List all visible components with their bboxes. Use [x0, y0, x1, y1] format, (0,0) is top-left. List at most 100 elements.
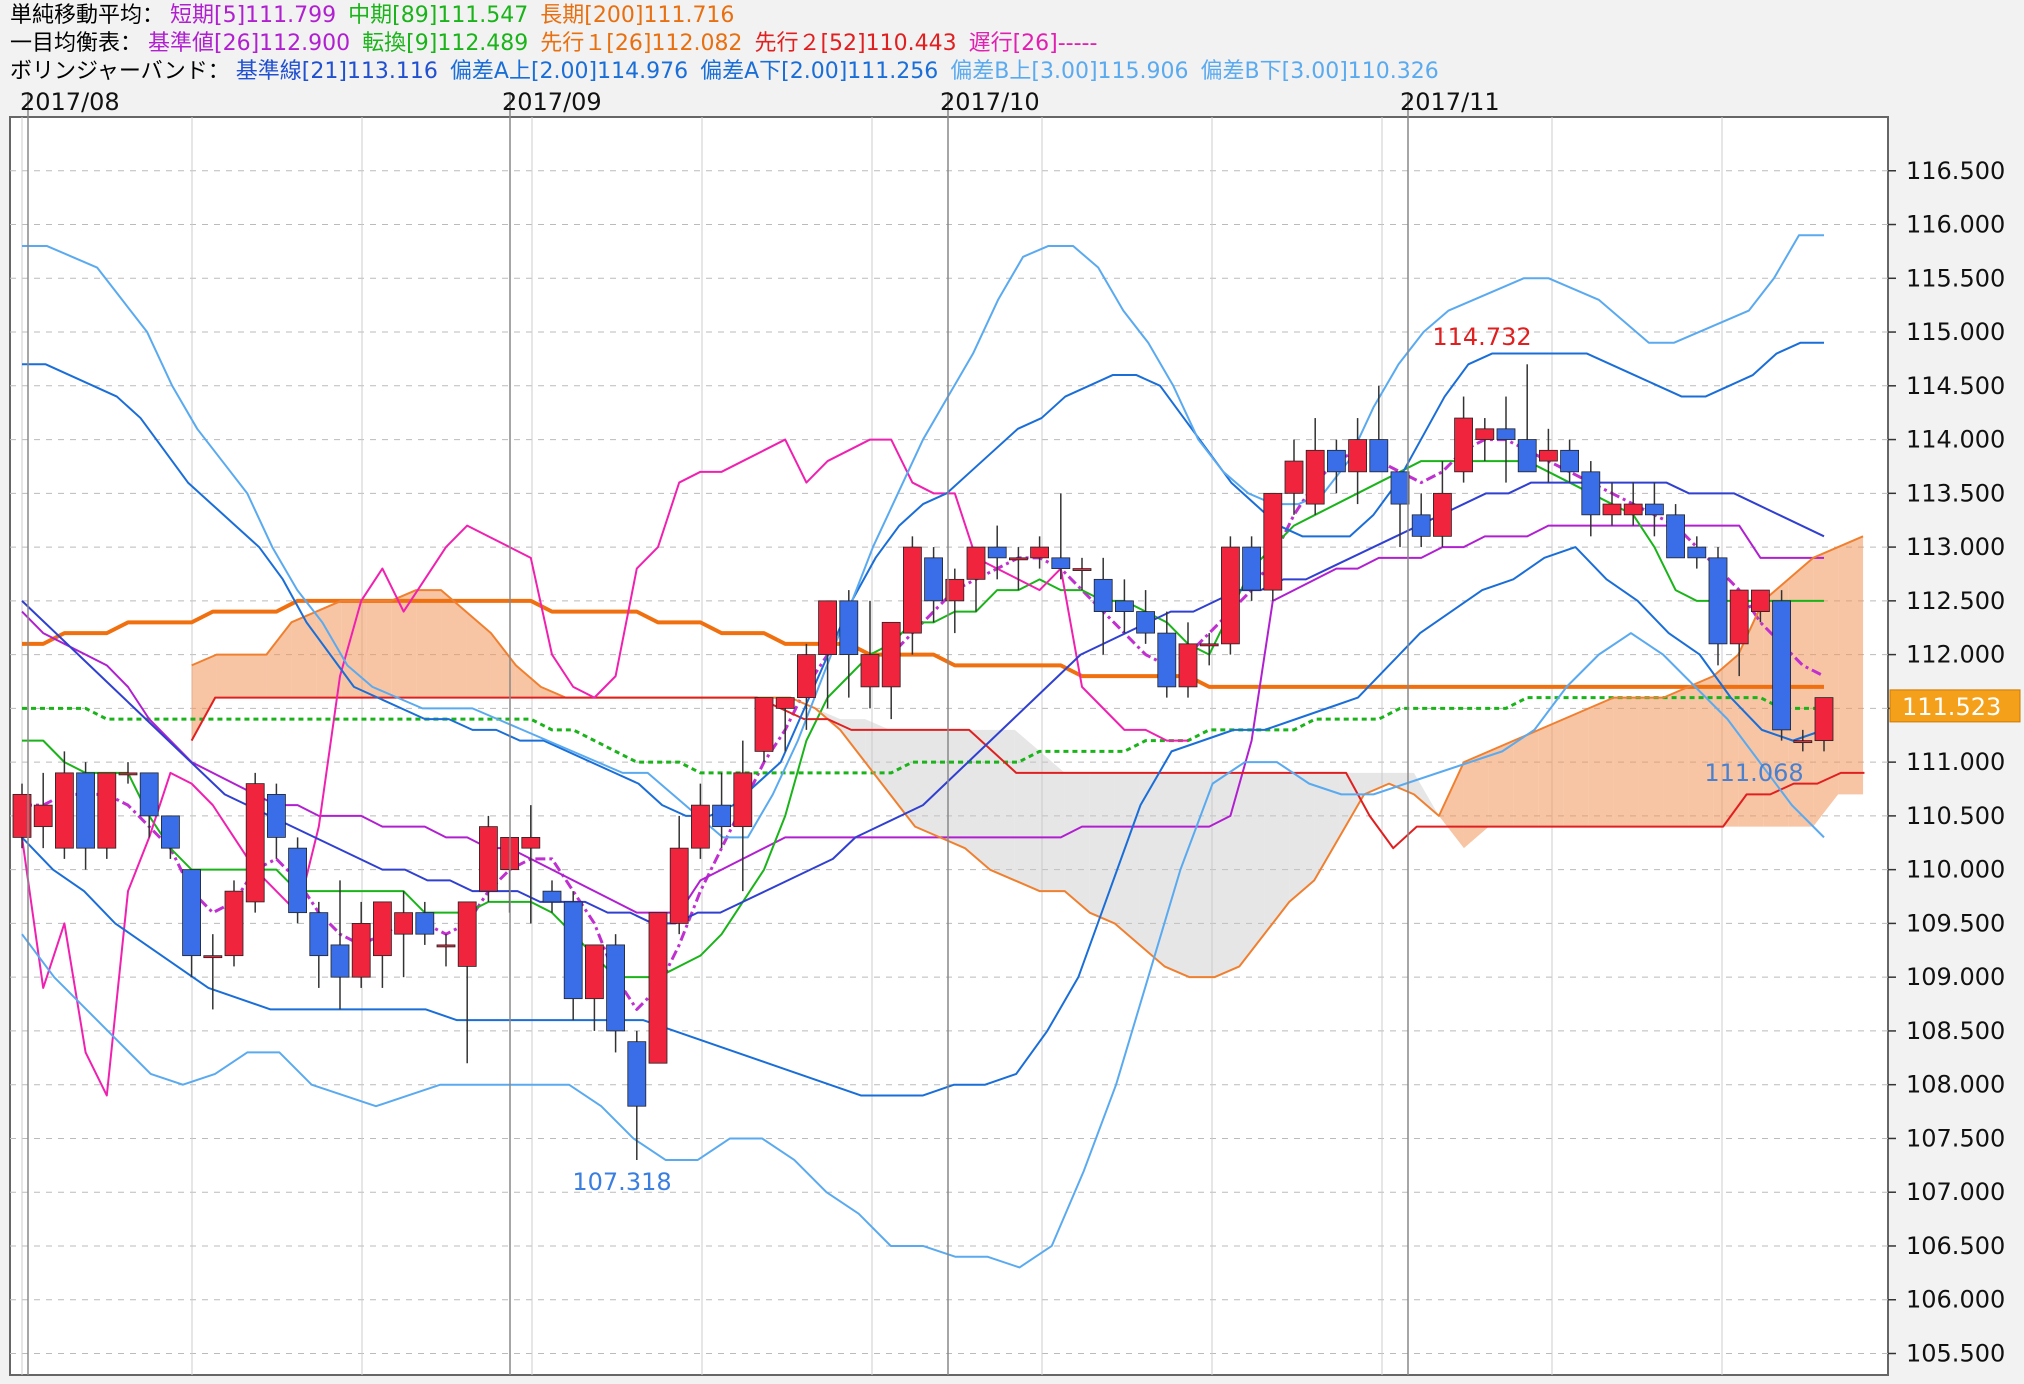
cloud-segment: [391, 590, 417, 698]
candle-body: [372, 901, 392, 957]
legend-sma-item: 長期[200]111.716: [540, 3, 735, 28]
y-tick-label: 114.500: [1906, 372, 2005, 400]
cloud-segment: [1738, 600, 1764, 827]
y-tick-label: 113.500: [1906, 479, 2005, 507]
candle-body: [478, 826, 498, 892]
candle-body: [1030, 546, 1049, 559]
cloud-segment: [216, 654, 242, 698]
y-tick-label: 115.500: [1906, 264, 2005, 292]
y-tick-label: 109.500: [1906, 909, 2005, 937]
y-tick-label: 110.000: [1906, 856, 2005, 884]
cloud-segment: [466, 611, 491, 698]
y-tick-label: 106.000: [1906, 1286, 2005, 1314]
candle-body: [351, 923, 371, 978]
candle-body: [330, 944, 350, 978]
candle-body: [1475, 428, 1495, 440]
cloud-segment: [291, 611, 317, 698]
candle-body: [97, 772, 117, 849]
cloud-segment: [1189, 772, 1215, 978]
series-line: [21, 546, 1825, 1097]
candle-body: [33, 804, 53, 828]
y-tick-label: 109.000: [1906, 963, 2005, 991]
cloud-segment: [1264, 772, 1290, 935]
series-line: [22, 598, 1824, 689]
candle-body: [182, 869, 202, 957]
candle-body: [648, 912, 668, 1064]
cloud-segment: [515, 665, 541, 698]
candle-body: [1390, 471, 1410, 505]
cloud-segment: [416, 590, 442, 698]
candle-body: [945, 578, 965, 602]
series-line: [190, 696, 1865, 850]
candle-body: [55, 772, 74, 849]
high-label: 114.732: [1432, 323, 1531, 351]
candle-body: [1411, 514, 1431, 537]
candle-body: [669, 847, 689, 924]
candle-body: [12, 793, 32, 838]
current-price-tag: [1889, 689, 2021, 723]
candle-body: [1623, 503, 1643, 516]
y-tick-label: 112.000: [1906, 641, 2005, 669]
cloud-segment: [1713, 654, 1739, 827]
cloud-segment: [1688, 676, 1714, 827]
candles: [12, 364, 1834, 1160]
candle-body: [139, 772, 159, 817]
cloud-segment: [1563, 708, 1589, 827]
cloud-segment: [316, 600, 342, 698]
cloud-segment: [1838, 536, 1864, 795]
indicator-lines: [21, 234, 1865, 1269]
candle-body: [797, 654, 816, 699]
candle-body: [1560, 449, 1579, 473]
candle-body: [118, 772, 138, 776]
legend-ichimoku-item: 先行２[52]110.443: [754, 31, 957, 56]
candle-body: [1327, 449, 1346, 473]
candle-body: [1093, 578, 1113, 612]
y-tick-label: 113.000: [1906, 533, 2005, 561]
candle-body: [1814, 697, 1834, 742]
cloud-segment: [1164, 772, 1190, 978]
cloud-segment: [1463, 751, 1489, 849]
cloud-segment: [1289, 772, 1315, 902]
y-tick-label: 107.500: [1906, 1124, 2005, 1152]
candle-body: [1115, 600, 1134, 612]
cloud-segment: [191, 654, 217, 741]
y-tick-label: 108.500: [1906, 1017, 2005, 1045]
cloud-segment: [1663, 686, 1689, 827]
legend-ichimoku-item: 基準値[26]112.900: [148, 31, 351, 56]
candle-body: [1178, 643, 1198, 688]
candle-body: [1348, 439, 1367, 473]
y-tick-label: 110.500: [1906, 802, 2005, 830]
cloud-segment: [1114, 772, 1140, 945]
y-tick-label: 108.000: [1906, 1071, 2005, 1099]
candle-body: [754, 697, 774, 752]
x-axis: 2017/08 2017/09 2017/10 2017/11: [20, 88, 1500, 1375]
candle-body: [563, 901, 583, 1000]
candle-body: [1751, 589, 1770, 612]
x-tick-label: 2017/08: [20, 88, 120, 116]
legend-bollinger-items: 基準線[21]113.116 偏差A上[2.00]114.976 偏差A下[2.00…: [236, 59, 1451, 84]
low-label: 107.318: [572, 1168, 671, 1196]
cloud-segment: [1813, 547, 1839, 827]
series-line: [21, 438, 1188, 1097]
candle-body: [1199, 643, 1219, 647]
candle-body: [1772, 600, 1791, 731]
legend-sma-label: 単純移動平均：: [10, 3, 165, 28]
candle-body: [839, 600, 859, 656]
candle-body: [521, 836, 541, 849]
cloud-segment: [366, 600, 392, 698]
candle-body: [436, 944, 456, 948]
candle-body: [1284, 460, 1304, 494]
y-tick-label: 111.000: [1906, 748, 2005, 776]
legend-ichimoku-items: 基準値[26]112.900 転換[9]112.489 先行１[26]112.082…: [148, 31, 1109, 56]
legend-bollinger-label: ボリンジャーバンド：: [10, 59, 230, 84]
candle-body: [733, 772, 753, 828]
legend-bollinger-item: 偏差A上[2.00]114.976: [449, 59, 689, 84]
candle-body: [76, 772, 95, 849]
candle-body: [1433, 492, 1452, 537]
candle-body: [1242, 546, 1261, 591]
candle-body: [691, 804, 710, 849]
candle-body: [1793, 740, 1813, 744]
candle-body: [1157, 632, 1177, 688]
legend-bollinger-item: 基準線[21]113.116: [235, 59, 438, 84]
